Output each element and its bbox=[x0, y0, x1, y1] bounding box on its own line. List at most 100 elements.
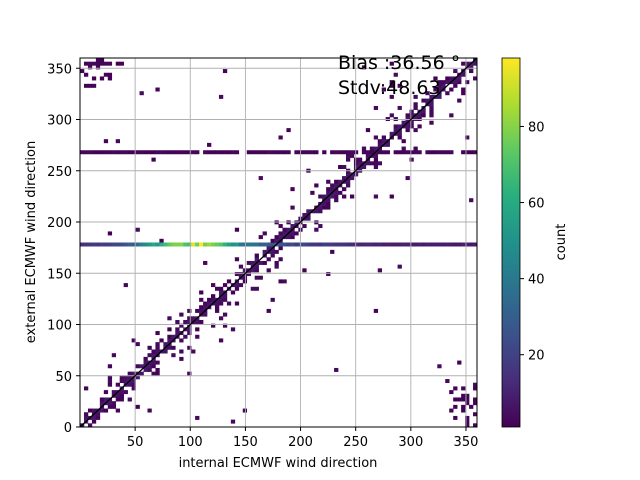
heatmap-cell bbox=[258, 260, 263, 265]
heatmap-cell bbox=[373, 105, 379, 110]
heatmap-cell bbox=[461, 91, 466, 96]
heatmap-cell bbox=[222, 297, 228, 302]
heatmap-cell bbox=[369, 146, 375, 151]
heatmap-cell bbox=[214, 305, 220, 310]
heatmap-cell bbox=[377, 150, 383, 155]
heatmap-cell bbox=[163, 150, 168, 155]
heatmap-cell bbox=[365, 150, 371, 155]
heatmap-cell bbox=[473, 61, 477, 66]
heatmap-cell bbox=[167, 327, 172, 332]
heatmap-cell bbox=[87, 65, 93, 70]
heatmap-cell bbox=[453, 404, 458, 409]
y-tick-label: 200 bbox=[47, 216, 72, 231]
y-tick-label: 150 bbox=[47, 267, 72, 282]
heatmap-cell bbox=[465, 415, 470, 420]
heatmap-cell bbox=[91, 419, 97, 424]
heatmap-cell bbox=[175, 331, 180, 336]
heatmap-cell bbox=[282, 242, 287, 247]
heatmap-cell bbox=[397, 242, 402, 247]
y-tick-label: 100 bbox=[47, 319, 72, 334]
heatmap-cell bbox=[246, 260, 252, 265]
heatmap-cell bbox=[413, 128, 418, 133]
heatmap-cell bbox=[222, 312, 228, 317]
heatmap-cell bbox=[139, 242, 144, 247]
heatmap-cell bbox=[211, 297, 216, 302]
heatmap-cell bbox=[274, 264, 279, 269]
heatmap-cell bbox=[334, 190, 339, 195]
heatmap-cell bbox=[278, 150, 283, 155]
heatmap-cell bbox=[361, 65, 367, 70]
heatmap-cell bbox=[218, 338, 224, 343]
heatmap-cell bbox=[111, 404, 117, 409]
heatmap-cell bbox=[369, 242, 375, 247]
heatmap-cell bbox=[187, 319, 192, 324]
heatmap-cell bbox=[401, 242, 406, 247]
heatmap-cell bbox=[326, 205, 331, 210]
heatmap-cell bbox=[115, 393, 120, 398]
heatmap-cell bbox=[234, 301, 240, 306]
heatmap-cell bbox=[87, 150, 93, 155]
heatmap-cell bbox=[449, 408, 454, 413]
heatmap-cell bbox=[330, 194, 335, 199]
heatmap-cell bbox=[175, 319, 180, 324]
heatmap-cell bbox=[258, 150, 263, 155]
heatmap-cell bbox=[87, 242, 93, 247]
heatmap-cell bbox=[290, 235, 295, 240]
heatmap-cell bbox=[139, 150, 144, 155]
heatmap-cell bbox=[469, 150, 474, 155]
heatmap-cell bbox=[175, 150, 180, 155]
heatmap-cell bbox=[131, 242, 136, 247]
heatmap-cell bbox=[381, 87, 386, 92]
heatmap-cell bbox=[405, 242, 410, 247]
heatmap-cell bbox=[342, 194, 347, 199]
heatmap-cell bbox=[107, 382, 113, 387]
heatmap-cell bbox=[473, 382, 477, 387]
heatmap-cell bbox=[373, 242, 379, 247]
heatmap-cell bbox=[445, 80, 450, 85]
heatmap-cell bbox=[345, 183, 351, 188]
heatmap-cell bbox=[425, 150, 430, 155]
heatmap-cell bbox=[266, 308, 271, 313]
heatmap-cell bbox=[342, 242, 347, 247]
heatmap-cell bbox=[389, 61, 394, 66]
heatmap-cell bbox=[401, 120, 406, 125]
heatmap-cell bbox=[87, 408, 93, 413]
heatmap-cell bbox=[413, 117, 418, 122]
heatmap-cell bbox=[262, 231, 267, 236]
heatmap-cell bbox=[469, 65, 474, 70]
heatmap-cell bbox=[195, 334, 200, 339]
heatmap-cell bbox=[99, 61, 105, 66]
heatmap-cell bbox=[127, 375, 132, 380]
heatmap-cell bbox=[211, 283, 216, 288]
heatmap-cell bbox=[123, 390, 128, 395]
heatmap-cell bbox=[187, 371, 192, 376]
heatmap-cell bbox=[437, 242, 442, 247]
heatmap-cell bbox=[322, 242, 327, 247]
heatmap-cell bbox=[413, 242, 418, 247]
heatmap-cell bbox=[465, 242, 470, 247]
colorbar: 20 40 60 80 count bbox=[501, 57, 569, 428]
heatmap-cell bbox=[163, 242, 168, 247]
heatmap-cell bbox=[465, 135, 470, 140]
heatmap-cell bbox=[155, 150, 160, 155]
heatmap-cell bbox=[107, 401, 113, 406]
heatmap-cell bbox=[123, 375, 128, 380]
heatmap-cell bbox=[179, 312, 184, 317]
heatmap-cell bbox=[107, 76, 113, 81]
heatmap-cell bbox=[461, 408, 466, 413]
heatmap-cell bbox=[254, 264, 259, 269]
heatmap-cell bbox=[405, 124, 410, 129]
heatmap-cell bbox=[234, 150, 240, 155]
heatmap-cell bbox=[266, 150, 271, 155]
heatmap-cell bbox=[234, 283, 240, 288]
heatmap-cell bbox=[429, 113, 434, 118]
heatmap-cell bbox=[278, 135, 283, 140]
heatmap-cell bbox=[183, 319, 188, 324]
heatmap-cell bbox=[191, 349, 196, 354]
heatmap-cell bbox=[238, 272, 244, 277]
heatmap-cell bbox=[107, 231, 113, 236]
heatmap-cell bbox=[167, 334, 172, 339]
heatmap-cell bbox=[461, 242, 466, 247]
heatmap-cell bbox=[147, 367, 152, 372]
heatmap-cell bbox=[389, 94, 394, 99]
